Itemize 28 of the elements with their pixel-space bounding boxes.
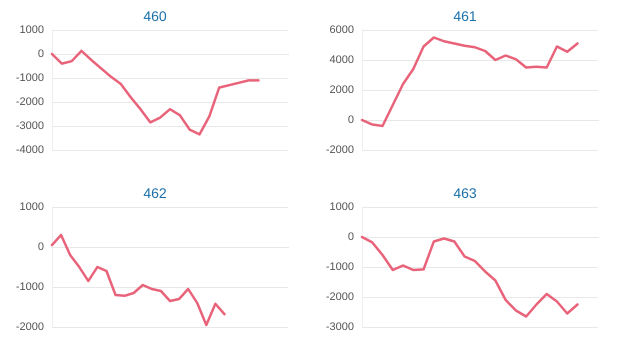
y-tick-label: -2000 (16, 96, 44, 108)
line-series (50, 234, 226, 326)
y-tick-label: -1000 (326, 261, 354, 273)
line-series (360, 36, 579, 128)
y-tick-label: -3000 (16, 120, 44, 132)
y-tick-label: -2000 (16, 321, 44, 333)
chart-title: 460 (143, 8, 167, 24)
line-series (360, 236, 579, 318)
y-tick-label: -1000 (16, 72, 44, 84)
y-tick-label: -1000 (16, 281, 44, 293)
y-tick-label: 0 (348, 231, 354, 243)
y-tick-label: 1000 (20, 201, 44, 213)
y-tick-label: -2000 (326, 144, 354, 156)
y-tick-label: -4000 (16, 144, 44, 156)
y-tick-label: 4000 (330, 54, 354, 66)
y-tick-label: 2000 (330, 84, 354, 96)
chart-title: 463 (453, 185, 477, 201)
y-tick-label: 0 (38, 241, 44, 253)
chart-title: 462 (143, 185, 167, 201)
y-tick-label: 0 (348, 114, 354, 126)
y-tick-label: 1000 (20, 24, 44, 36)
y-tick-label: -2000 (326, 291, 354, 303)
y-tick-label: 0 (38, 48, 44, 60)
y-tick-label: 1000 (330, 201, 354, 213)
y-tick-label: 6000 (330, 24, 354, 36)
chart-title: 461 (453, 8, 477, 24)
y-tick-label: -3000 (326, 321, 354, 333)
line-series (50, 50, 260, 136)
